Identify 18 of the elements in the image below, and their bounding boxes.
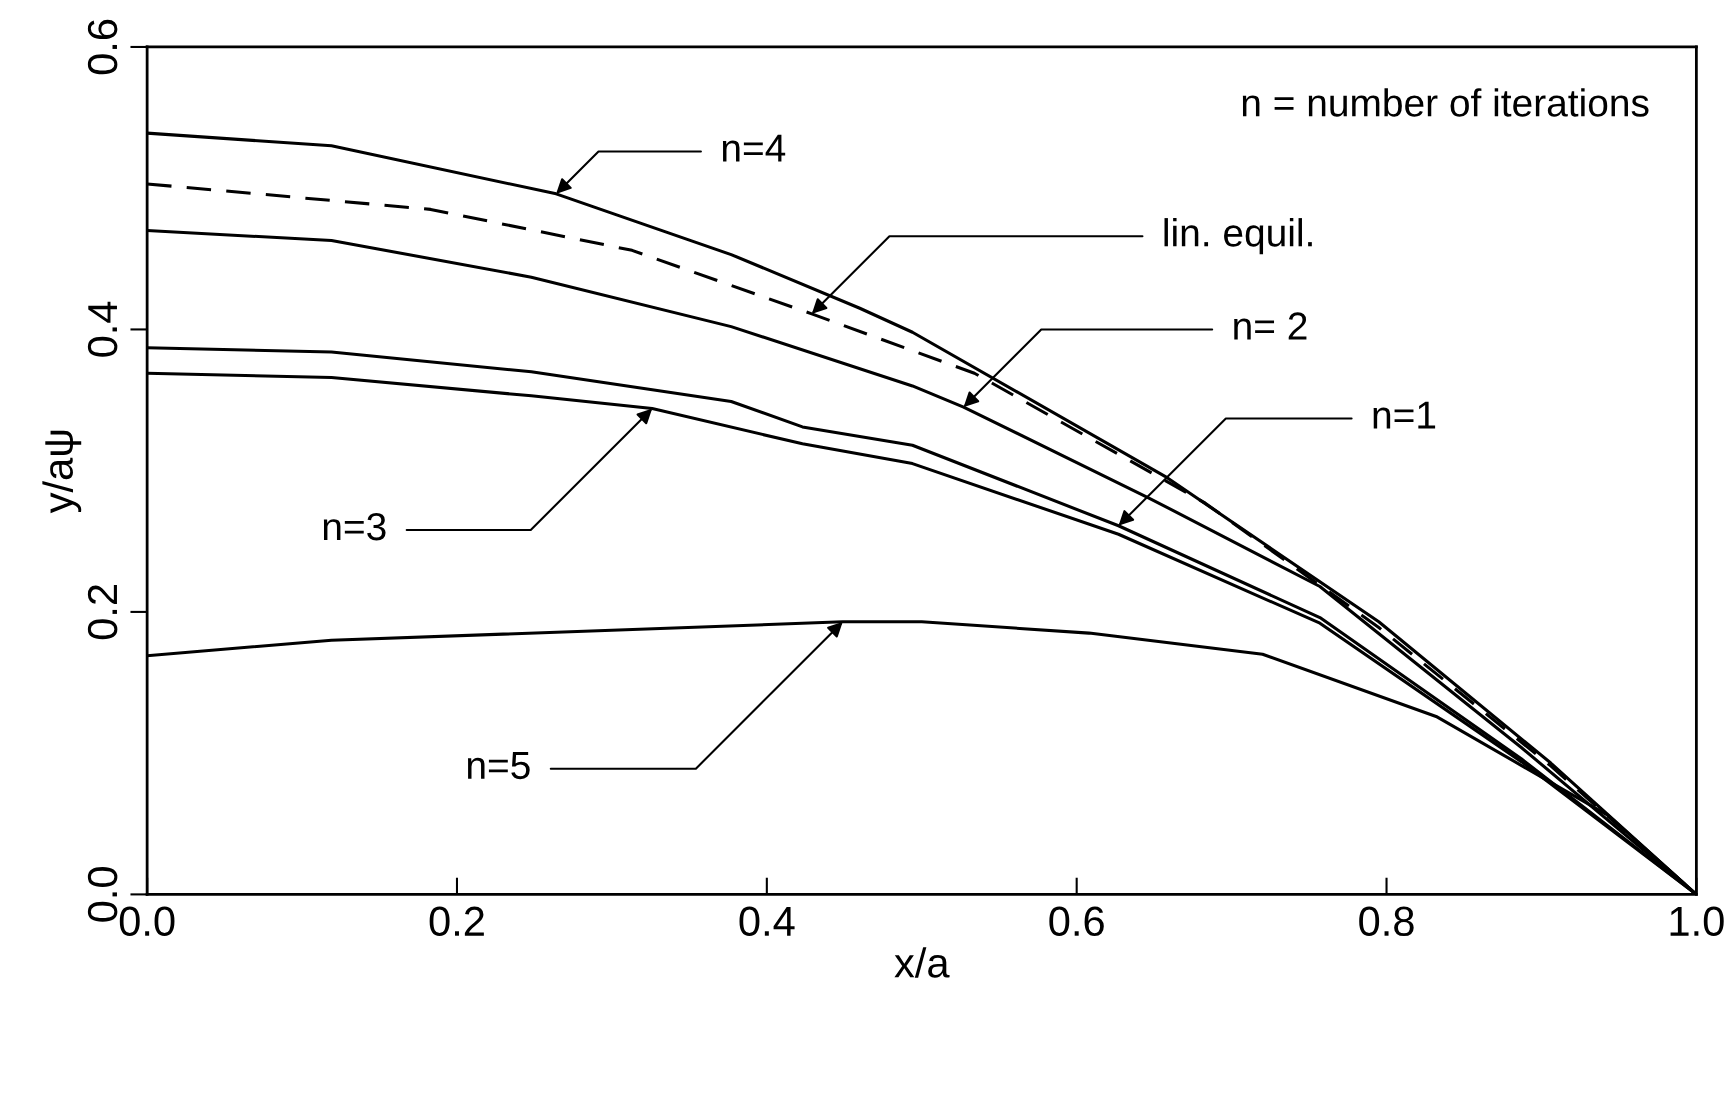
x-axis-title: x/a (894, 947, 950, 978)
annotation: lin. equil. (1164, 218, 1312, 255)
y-tick-label: 0.6 (87, 19, 118, 75)
annotation: n=3 (323, 512, 386, 541)
x-tick-label: 1.0 (1670, 906, 1724, 937)
annotation: n=5 (467, 752, 530, 780)
x-tick-label: 0.4 (739, 906, 795, 937)
y-axis-title: y/aψ (42, 430, 82, 514)
y-tick-label: 0.2 (87, 585, 118, 640)
x-tick-label: 0.8 (1359, 906, 1414, 937)
y-tick-label: 0.4 (87, 301, 118, 357)
x-tick-label: 0.6 (1049, 906, 1104, 937)
x-tick-label: 0.2 (429, 906, 484, 937)
annotation: n = number of iterations (1242, 88, 1649, 117)
annotation: n=4 (722, 134, 786, 162)
annotation: n=1 (1373, 401, 1436, 429)
x-tick-label: 0.0 (119, 906, 175, 937)
annotation: n= 2 (1234, 312, 1307, 340)
